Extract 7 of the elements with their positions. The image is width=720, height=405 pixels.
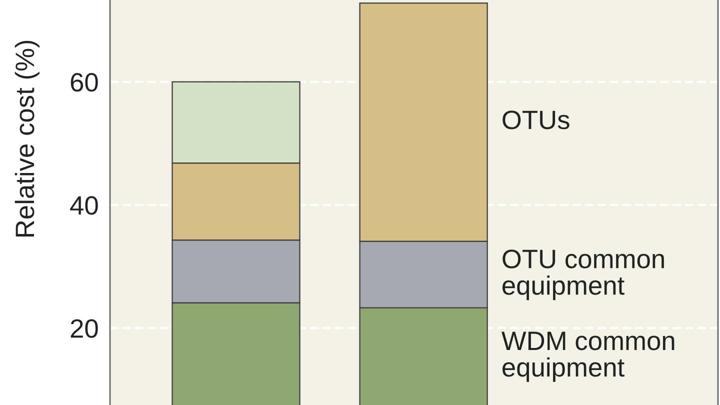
- y-tick-label: 20: [70, 319, 98, 338]
- y-axis-title: Relative cost (%): [14, 40, 40, 236]
- y-tick-label: 60: [70, 72, 98, 92]
- series-label: OTU common equipment: [502, 250, 664, 300]
- series-label: WDM common equipment: [502, 332, 674, 382]
- y-tick-label: 40: [70, 196, 98, 215]
- series-label: OTUs: [502, 110, 570, 130]
